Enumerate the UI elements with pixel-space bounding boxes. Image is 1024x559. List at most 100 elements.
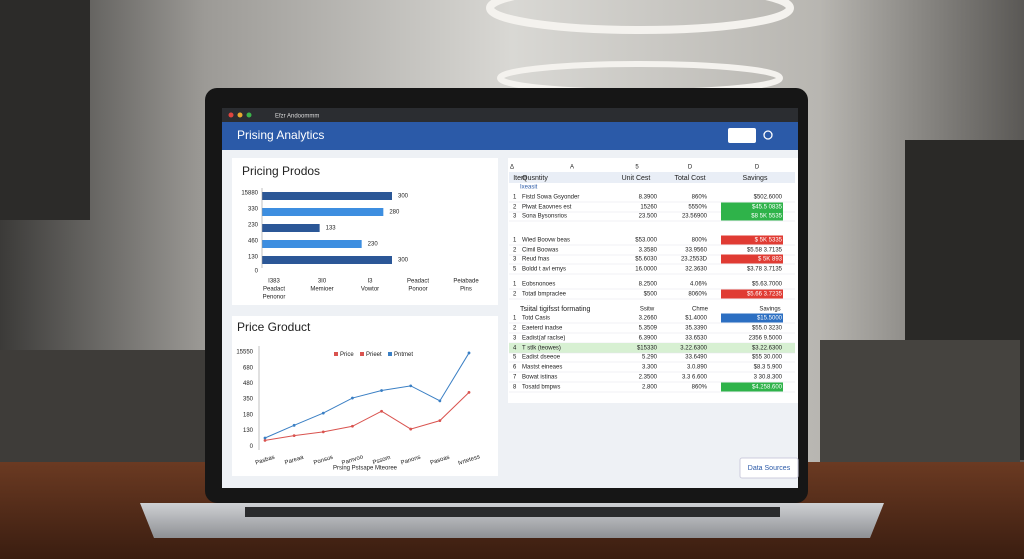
keyboard [245,507,780,517]
point [292,423,296,427]
cell: $5.6030 [635,257,657,263]
data-sources-button[interactable] [739,457,799,479]
x-label: Panons [400,455,421,467]
legend-label: Price [340,352,354,358]
value-label: 280 [389,210,400,216]
cell: 1 [513,238,517,244]
bar [262,192,392,200]
cell: 8.3900 [639,195,658,201]
cell: Eobsnonoes [522,282,555,288]
cell: Eadist(af raclse) [522,336,565,342]
cell: 3 [513,214,517,220]
legend-label: Prieet [366,352,382,358]
x-label: Peiabade [453,279,479,285]
button-label[interactable]: Data Sources [748,465,791,472]
furniture [820,340,1020,470]
cell: 8 [513,385,517,391]
cell: $3.22.6300 [752,346,783,352]
cell: 7 [513,375,517,381]
cell: Eaeterd inadse [522,326,563,332]
cell: Eadist dseeoe [522,355,561,361]
x-label: I383 [268,279,280,285]
caption: Prsing Pstsape Mteoree [333,466,398,472]
cell: 2 [513,326,517,332]
point [380,409,383,413]
subheader: Ixeasit [520,185,538,191]
cell: 860% [692,385,708,391]
legend-swatch [388,352,392,356]
cell: 2 [513,248,517,254]
col-letter: A [570,165,574,171]
bar-label: 230 [248,223,259,229]
panel-title: Price Groduct [237,320,311,334]
cell: 35.3390 [685,326,707,332]
point [263,438,267,442]
x-label: Peadact [263,287,285,293]
x-label: Pareaa [284,455,305,467]
toolbar-button[interactable] [728,128,756,143]
cell: 860% [692,195,708,201]
cell: Boldd t avl emys [522,267,566,273]
furniture [0,350,220,470]
cell: 3.300 [642,365,658,371]
cell: Sona Bysonsrios [522,214,567,220]
y-label: 180 [243,412,254,418]
window-button[interactable] [228,112,234,118]
cell: Totd Casis [522,316,550,322]
bar [262,256,392,264]
point [321,411,325,415]
x-label: I3 [367,279,373,285]
cell: $55.0 3230 [752,326,783,332]
search-icon[interactable] [763,130,773,140]
app-header [222,122,798,150]
cell: Bowat istinas [522,375,557,381]
cell: Reud fnas [522,257,549,263]
cell: Plwat Eaovnes est [522,205,572,211]
window-button[interactable] [246,112,252,118]
bar-label: 0 [255,269,259,275]
cell: 5 [513,355,517,361]
cell: 800% [692,238,708,244]
cell: Tosatd bmpws [522,385,560,391]
y-label: 680 [243,365,254,371]
section-header: Savings [759,307,780,313]
cell: 1 [513,195,517,201]
x-label: Pins [460,287,472,293]
cell: 3.3 6.600 [682,375,708,381]
cell: 3 [513,336,517,342]
cell: 16.0000 [635,267,657,273]
value-label: 300 [398,194,409,200]
bar-label: 130 [248,255,259,261]
x-label: Pasoas [430,455,451,467]
cell: 4 [513,346,517,352]
lamp-ring [486,0,794,34]
header-cell: Total Cost [674,175,705,182]
cell: 23.56900 [682,214,708,220]
cell: $5.66 3.7235 [747,292,783,298]
bar [262,240,362,248]
bar [262,208,384,216]
y-label: 130 [243,428,254,434]
point [292,434,296,438]
cell: $500 [644,292,658,298]
cell: 5.3509 [639,326,658,332]
point [351,424,354,428]
cell: 33.9560 [685,248,707,254]
cell: 6 [513,365,517,371]
browser-tab[interactable]: Efzr Andoommm [275,114,319,120]
y-label: 350 [243,397,254,403]
header-cell: Qusntity [522,175,548,182]
savings-cell [721,211,783,221]
cell: $3.78 3.7135 [747,267,783,273]
cell: 15260 [640,205,657,211]
col-letter: D [688,165,693,171]
cell: 1 [513,282,517,288]
cell: 8.2500 [639,282,658,288]
y-label: 0 [250,444,254,450]
section-header: Chme [692,307,709,313]
line [264,352,470,439]
window-button[interactable] [237,112,243,118]
cell: $ 5K 893 [758,257,783,263]
bar [262,224,320,232]
cell: Cimil Boowas [522,248,558,254]
